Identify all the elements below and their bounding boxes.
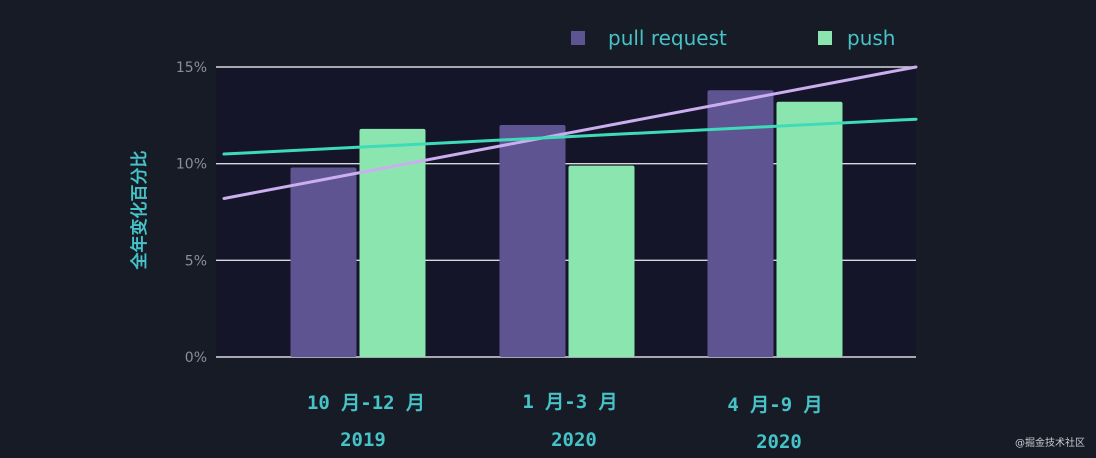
legend-label: pull request xyxy=(608,26,727,50)
x-tick-label-year: 2019 xyxy=(340,429,386,451)
x-tick-label-year: 2020 xyxy=(756,431,802,453)
y-tick-label: 10% xyxy=(176,157,207,173)
bar-push xyxy=(359,128,426,357)
y-tick-label: 15% xyxy=(176,60,207,76)
y-tick-label: 5% xyxy=(185,253,207,269)
bar-push xyxy=(776,101,843,357)
legend-swatch xyxy=(571,31,585,45)
bar-push xyxy=(568,165,635,357)
bar-pull-request xyxy=(499,125,566,357)
y-axis-ticks: 0% 5% 10% 15% xyxy=(176,60,207,366)
trend-lines xyxy=(222,65,918,200)
y-tick-label: 0% xyxy=(185,350,207,366)
trend-line-pull-request xyxy=(222,65,918,200)
x-tick-label: 1 月-3 月 xyxy=(522,391,617,413)
x-tick-label: 4 月-9 月 xyxy=(727,394,822,416)
bar-pull-request xyxy=(707,90,774,357)
watermark: @掘金技术社区 xyxy=(1015,436,1085,449)
legend-swatch xyxy=(818,31,832,45)
trend-line-push xyxy=(222,117,918,156)
x-tick-label: 10 月-12 月 xyxy=(307,392,425,414)
legend-label: push xyxy=(847,26,895,50)
y-axis-title: 全年变化百分比 xyxy=(129,151,150,271)
x-tick-label-year: 2020 xyxy=(551,429,597,451)
x-axis-labels: 10 月-12 月 2019 1 月-3 月 2020 4 月-9 月 2020 xyxy=(307,391,823,453)
bars xyxy=(290,90,843,357)
legend: pull request push xyxy=(571,26,895,50)
bar-pull-request xyxy=(290,167,357,357)
